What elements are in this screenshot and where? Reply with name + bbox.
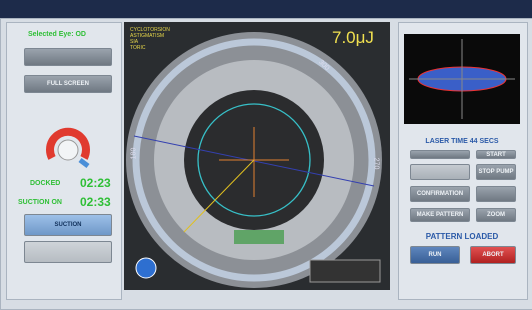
confirmation-button[interactable]: CONFIRMATION xyxy=(410,186,470,202)
run-button[interactable]: RUN xyxy=(410,246,460,264)
disabled-button xyxy=(24,241,112,263)
abort-button[interactable]: ABORT xyxy=(470,246,516,264)
gauge xyxy=(44,126,94,170)
nav-icon[interactable] xyxy=(136,258,156,278)
pattern-preview xyxy=(404,34,520,124)
laser-console: Selected Eye: OD FULL SCREEN DOCKED 02:2… xyxy=(0,0,532,308)
eye-view xyxy=(124,22,390,290)
stop-pump-button[interactable]: STOP PUMP xyxy=(476,164,516,180)
docked-label: DOCKED xyxy=(30,180,60,187)
suction-on-time: 02:33 xyxy=(80,195,111,209)
suction-on-label: SUCTION ON xyxy=(18,199,62,206)
angle-label: 270 xyxy=(372,158,379,170)
overlay-labels: CYCLOTORSION ASTIGMATISM SIA TORIC xyxy=(130,27,170,51)
gauge-marker xyxy=(80,160,88,166)
blank-button xyxy=(410,164,470,180)
info-box xyxy=(310,260,380,282)
overlay-label: TORIC xyxy=(130,45,170,51)
docked-time: 02:23 xyxy=(80,176,111,190)
angle-label: 180 xyxy=(130,148,137,160)
red-button[interactable] xyxy=(24,48,112,66)
incision xyxy=(234,230,284,244)
suction-button[interactable]: SUCTION xyxy=(24,214,112,236)
demo-button[interactable] xyxy=(410,150,470,159)
energy: 7.0μJ xyxy=(332,28,374,48)
laser-time: LASER TIME 44 SECS xyxy=(404,138,520,145)
blank-small-button[interactable] xyxy=(476,186,516,202)
selected-eye: Selected Eye: OD xyxy=(28,31,86,38)
zoom-button[interactable]: ZOOM xyxy=(476,208,516,222)
start-button[interactable]: START xyxy=(476,150,516,159)
gauge-center xyxy=(58,140,78,160)
make-pattern-button[interactable]: MAKE PATTERN xyxy=(410,208,470,222)
full-screen-button[interactable]: FULL SCREEN xyxy=(24,75,112,93)
pattern-status: PATTERN LOADED xyxy=(404,232,520,241)
